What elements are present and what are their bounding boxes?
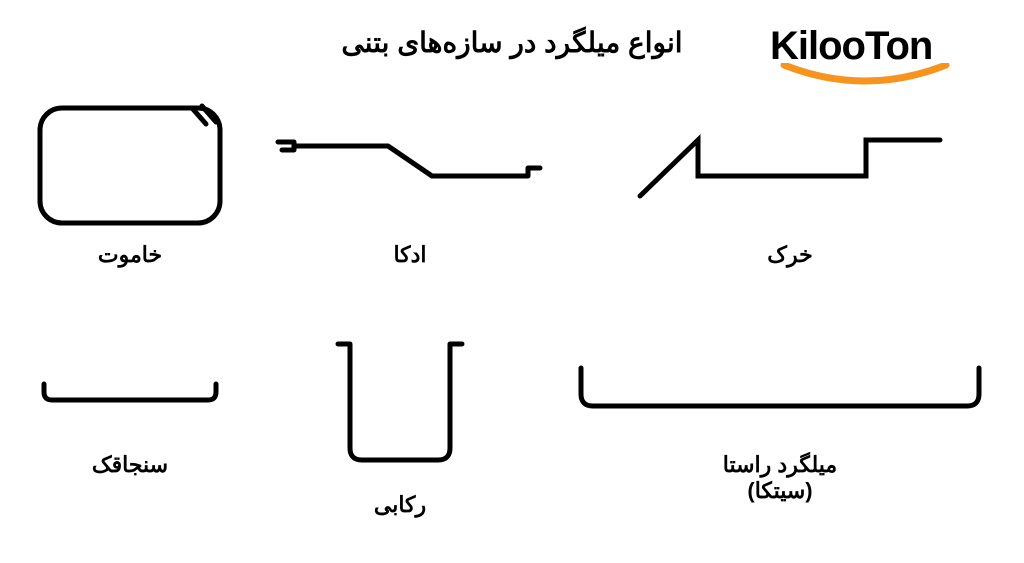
shapes-grid: خاموت ادکا خرک سنجاقک رکابی میلگرد راستا xyxy=(0,100,1024,540)
pin-label: سنجاقک xyxy=(20,452,240,478)
straight-sublabel: (سیتکا) xyxy=(560,478,1000,504)
ushape-icon xyxy=(310,330,490,480)
ushape-label: رکابی xyxy=(270,492,530,518)
bentup-icon xyxy=(270,100,550,230)
shape-bentup: ادکا xyxy=(270,100,550,268)
shape-chair: خرک xyxy=(600,100,980,268)
stirrup-label: خاموت xyxy=(20,242,240,268)
chair-label: خرک xyxy=(600,242,980,268)
chair-icon xyxy=(620,100,960,230)
page-title: انواع میلگرد در سازه‌های بتنی xyxy=(0,26,1024,59)
shape-stirrup: خاموت xyxy=(20,100,240,268)
straight-label: میلگرد راستا xyxy=(560,452,1000,478)
shape-ushape: رکابی xyxy=(270,330,530,518)
shape-straight: میلگرد راستا (سیتکا) xyxy=(560,330,1000,504)
shape-pin: سنجاقک xyxy=(20,330,240,478)
bentup-label: ادکا xyxy=(270,242,550,268)
logo-swoosh-icon xyxy=(780,63,950,87)
stirrup-icon xyxy=(30,100,230,230)
pin-icon xyxy=(30,330,230,440)
straight-icon xyxy=(565,330,995,440)
